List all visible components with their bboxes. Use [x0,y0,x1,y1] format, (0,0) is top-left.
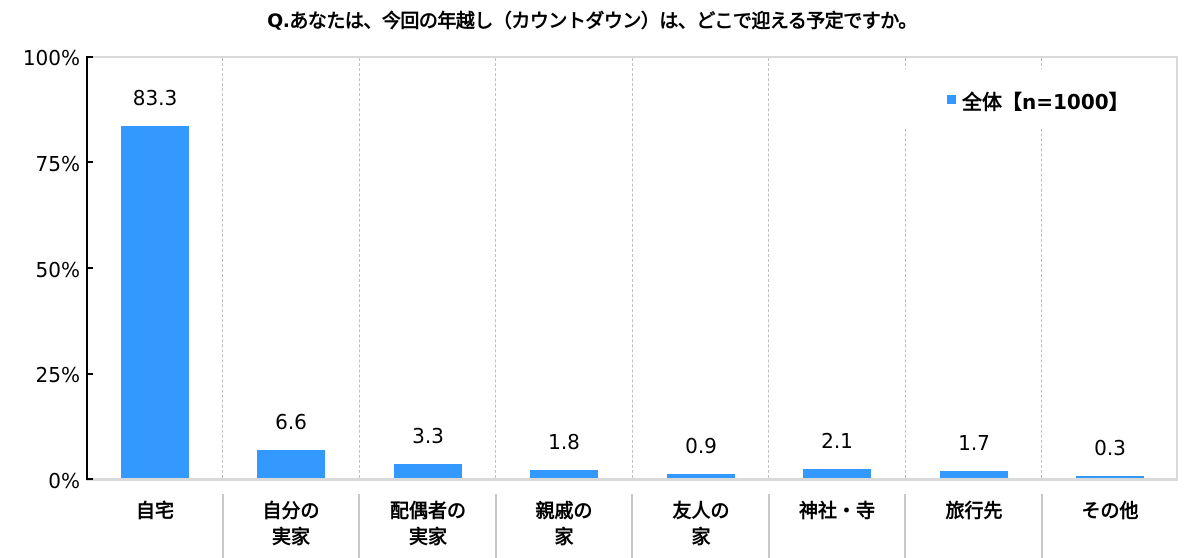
x-label-jitaku: 自宅 [135,500,174,522]
value-label: 1.8 [548,430,580,454]
category-gridline [359,58,360,478]
value-label: 0.3 [1094,436,1126,460]
bar-ryokosaki[interactable] [940,471,1008,478]
bar-haigusha-no-jikka[interactable] [394,464,462,478]
x-label-ryokosaki: 旅行先 [945,500,1003,522]
category-separator [495,494,497,558]
category-gridline [905,58,906,478]
bar-yujin-no-ie[interactable] [667,474,735,478]
x-label-shinseki-no-ie: 親戚の家 [535,500,593,548]
legend-swatch-icon [947,95,956,104]
category-gridline [768,58,769,478]
plot-area: 83.3 6.6 3.3 1.8 0.9 2.1 1.7 0.3 全体【n=10… [86,56,1178,481]
x-label-jinja-tera: 神社・寺 [798,500,875,522]
category-separator [358,494,360,558]
x-label-yujin-no-ie: 友人の家 [672,500,730,548]
bar-jitaku[interactable] [121,126,189,478]
y-tick-label-100: 100% [22,46,80,70]
category-separator [222,494,224,558]
bar-sonota[interactable] [1076,476,1144,478]
bar-jinja-tera[interactable] [803,469,871,478]
value-label: 0.9 [685,434,717,458]
plot-border-right [1176,56,1178,481]
value-label: 3.3 [412,424,444,448]
y-tick [86,267,93,269]
value-label: 1.7 [958,431,990,455]
plot-border-top [86,56,1178,58]
bar-jibun-no-jikka[interactable] [257,450,325,478]
bar-shinseki-no-ie[interactable] [530,470,598,478]
x-label-jibun-no-jikka: 自分の 実家 [262,500,320,548]
category-gridline [222,58,223,478]
category-gridline [495,58,496,478]
y-tick [86,161,93,163]
category-gridline [632,58,633,478]
y-tick [86,478,93,480]
chart-title: Q.あなたは、今回の年越し（カウントダウン）は、どこで迎える予定ですか。 [267,10,917,32]
legend: 全体【n=1000】 [900,69,1150,129]
y-tick-label-25: 25% [35,363,80,387]
y-tick-label-75: 75% [35,152,80,176]
x-axis-line [86,478,1178,481]
x-label-haigusha-no-jikka: 配偶者の 実家 [389,500,466,548]
value-label: 6.6 [275,410,307,434]
x-label-sonota: その他 [1081,500,1139,522]
category-separator [768,494,770,558]
y-tick-label-0: 0% [48,469,80,493]
category-separator [904,494,906,558]
legend-label: 全体【n=1000】 [962,90,1129,114]
y-tick [86,56,93,58]
y-tick-label-50: 50% [35,258,80,282]
category-separator [1041,494,1043,558]
y-tick [86,373,93,375]
category-separator [631,494,633,558]
value-label: 2.1 [821,429,853,453]
category-gridline [1041,58,1042,478]
value-label: 83.3 [132,86,178,110]
